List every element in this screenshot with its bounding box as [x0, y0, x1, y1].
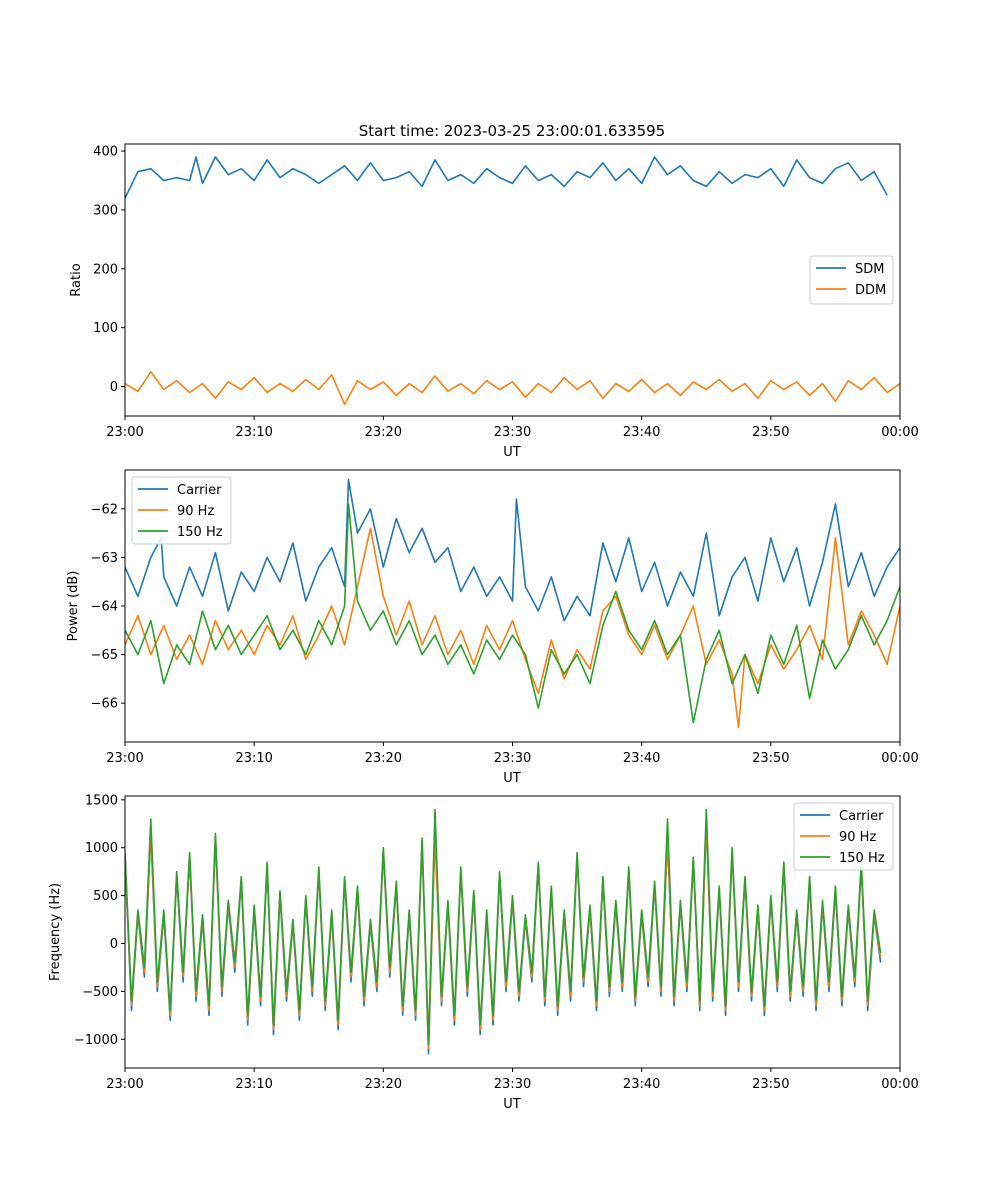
series-line-carrier — [125, 478, 900, 622]
y-tick-label: −66 — [91, 697, 118, 712]
y-tick-label: −500 — [82, 985, 118, 1000]
panel-power-xlabel: UT — [503, 771, 521, 786]
panel-frequency-marks — [125, 808, 882, 1055]
panel-frequency-legend: Carrier 90 Hz 150 Hz — [793, 802, 894, 871]
x-tick-label: 23:30 — [494, 1077, 531, 1092]
x-tick-label: 00:00 — [881, 751, 918, 766]
y-tick-label: 100 — [93, 321, 118, 336]
panel-ratio-y-ticks: 0 100 200 300 400 — [93, 145, 125, 395]
legend-label-150hz: 150 Hz — [839, 851, 885, 866]
y-tick-label: 1500 — [85, 793, 118, 808]
panel-frequency-ylabel: Frequency (Hz) — [48, 883, 63, 981]
panel-ratio-x-ticks: 23:00 23:10 23:20 23:30 23:40 23:50 00:00 — [106, 416, 919, 440]
y-tick-label: 400 — [93, 145, 118, 160]
series-line-150-hz — [125, 503, 900, 724]
x-tick-label: 23:40 — [623, 425, 660, 440]
figure-title: Start time: 2023-03-25 23:00:01.633595 — [359, 122, 665, 140]
panel-power-y-ticks: −62 −63 −64 −65 −66 — [91, 502, 125, 712]
x-tick-label: 23:10 — [235, 751, 272, 766]
x-tick-label: 23:20 — [365, 1077, 402, 1092]
x-tick-label: 23:40 — [623, 751, 660, 766]
x-tick-label: 23:40 — [623, 1077, 660, 1092]
panel-power-legend: Carrier 90 Hz 150 Hz — [131, 476, 232, 545]
x-tick-label: 23:00 — [106, 1077, 143, 1092]
series-line-150-hz — [125, 808, 882, 1045]
y-tick-label: 500 — [93, 889, 118, 904]
x-tick-label: 23:50 — [752, 1077, 789, 1092]
y-tick-label: 0 — [110, 937, 118, 952]
legend-label-carrier: Carrier — [839, 809, 884, 824]
x-tick-label: 23:10 — [235, 1077, 272, 1092]
y-tick-label: 1000 — [85, 841, 118, 856]
y-tick-label: −65 — [91, 648, 118, 663]
y-tick-label: 300 — [93, 203, 118, 218]
legend-label-90hz: 90 Hz — [177, 504, 214, 519]
panel-frequency-y-ticks: 1500 1000 500 0 −500 −1000 — [74, 793, 125, 1048]
panel-power-marks — [125, 478, 900, 729]
x-tick-label: 00:00 — [881, 1077, 918, 1092]
y-tick-label: −64 — [91, 600, 118, 615]
y-tick-label: −63 — [91, 551, 118, 566]
panel-ratio-marks — [125, 156, 900, 406]
series-line-90-hz — [125, 527, 900, 729]
x-tick-label: 23:00 — [106, 751, 143, 766]
x-tick-label: 23:50 — [752, 425, 789, 440]
y-tick-label: 0 — [110, 380, 118, 395]
series-line-sdm — [125, 156, 888, 199]
legend-label-carrier: Carrier — [177, 483, 222, 498]
x-tick-label: 00:00 — [881, 425, 918, 440]
legend-label-ddm: DDM — [855, 283, 886, 298]
panel-ratio-xlabel: UT — [503, 445, 521, 460]
x-tick-label: 23:00 — [106, 425, 143, 440]
y-tick-label: 200 — [93, 262, 118, 277]
x-tick-label: 23:50 — [752, 751, 789, 766]
y-tick-label: −62 — [91, 502, 118, 517]
legend-label-90hz: 90 Hz — [839, 830, 876, 845]
panel-power: −62 −63 −64 −65 −66 23:00 23:10 23:20 23:30 23:4… — [66, 469, 919, 786]
series-line-ddm — [125, 370, 900, 406]
panel-power-ylabel: Power (dB) — [66, 571, 81, 642]
x-tick-label: 23:10 — [235, 425, 272, 440]
legend-label-150hz: 150 Hz — [177, 525, 223, 540]
y-tick-label: −1000 — [74, 1033, 118, 1048]
panel-ratio-ylabel: Ratio — [69, 263, 84, 296]
panel-ratio-legend: SDM DDM — [809, 255, 894, 305]
panel-frequency-xlabel: UT — [503, 1097, 521, 1112]
x-tick-label: 23:30 — [494, 751, 531, 766]
legend-label-sdm: SDM — [855, 262, 884, 277]
legend-box — [793, 802, 894, 871]
x-tick-label: 23:20 — [365, 425, 402, 440]
panel-frequency-x-ticks: 23:00 23:10 23:20 23:30 23:40 23:50 00:00 — [106, 1068, 919, 1092]
legend-box — [131, 476, 232, 545]
panel-power-x-ticks: 23:00 23:10 23:20 23:30 23:40 23:50 00:00 — [106, 742, 919, 766]
x-tick-label: 23:20 — [365, 751, 402, 766]
x-tick-label: 23:30 — [494, 425, 531, 440]
